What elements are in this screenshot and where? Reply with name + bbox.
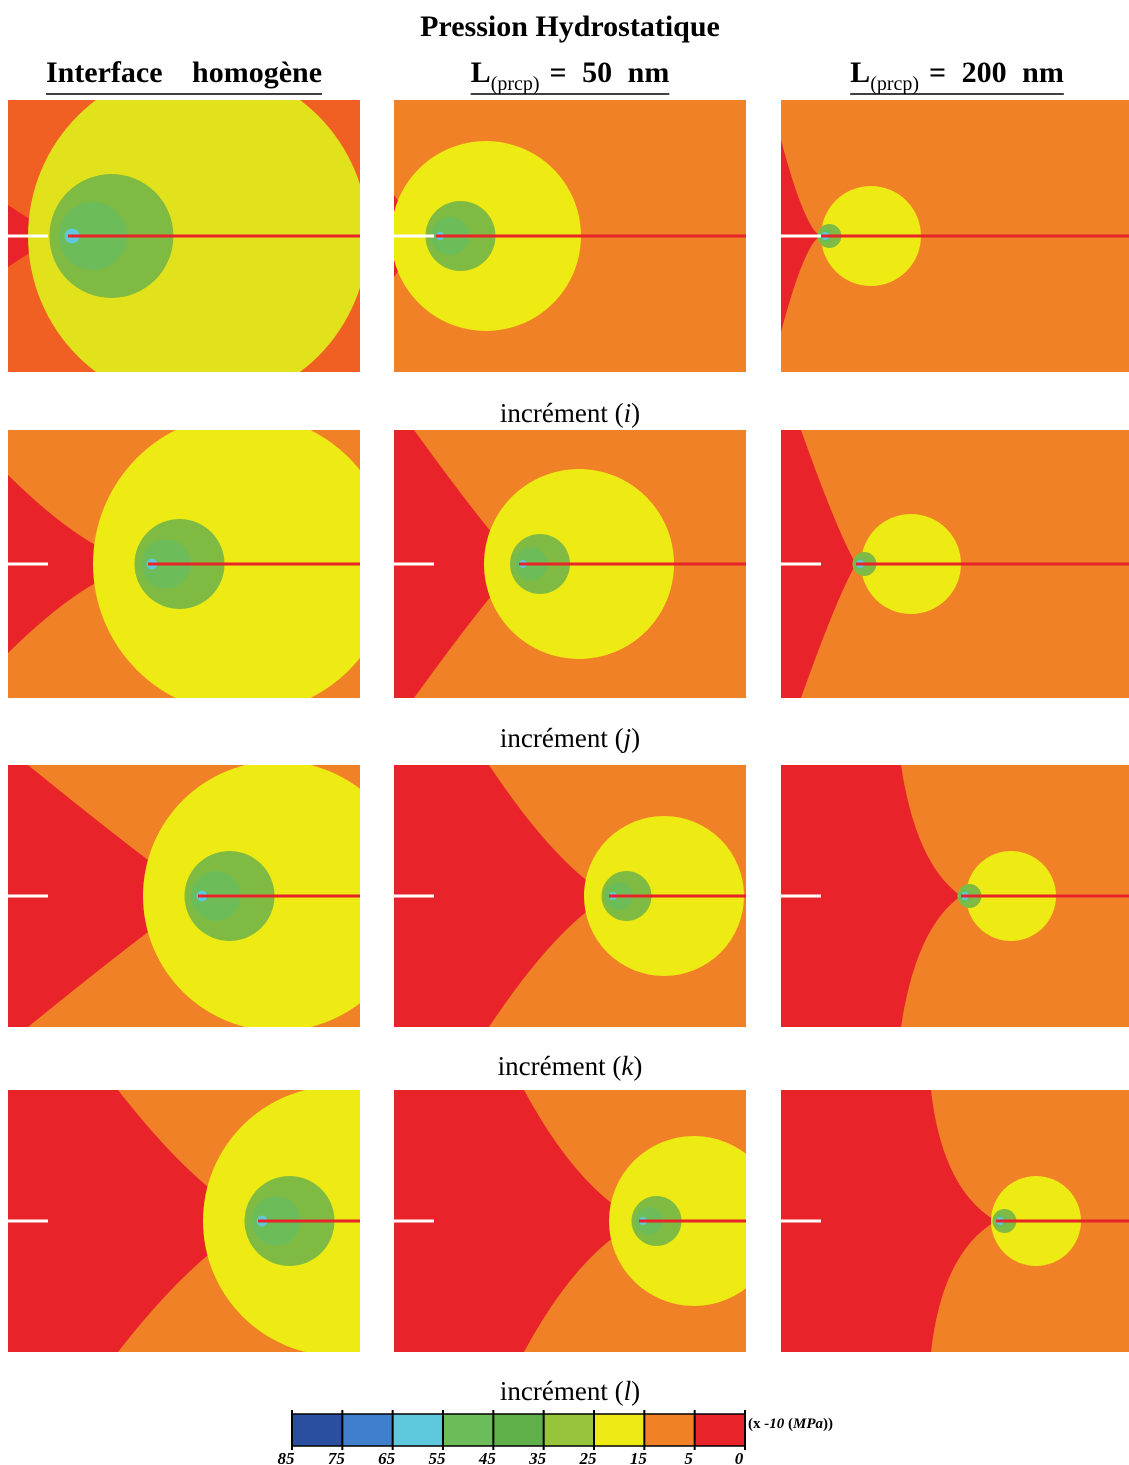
colorbar-cell [644, 1414, 695, 1446]
header-main: L [850, 56, 870, 89]
colorbar-tick-label: 35 [528, 1449, 547, 1465]
contour-panel [394, 100, 746, 372]
label-part: incrément ( [498, 1051, 622, 1081]
unit-part: (x [748, 1416, 764, 1432]
label-part: i [624, 398, 632, 428]
colorbar-tick-label: 0 [735, 1449, 744, 1465]
column-header: L(prcp) = 200 nm [850, 56, 1064, 95]
colorbar-cell [292, 1414, 343, 1446]
unit-part: )) [823, 1416, 833, 1432]
label-part: l [624, 1376, 632, 1406]
label-part: incrément ( [500, 1376, 624, 1406]
increment-label: incrément (i) [500, 398, 640, 428]
header-rest: = 50 nm [550, 56, 670, 89]
contour-panel [394, 1090, 746, 1352]
red-zone [781, 1090, 996, 1352]
colorbar-unit: (x -10 (MPa)) [748, 1416, 833, 1432]
contour-panel [394, 430, 746, 698]
red-zone [394, 765, 609, 1027]
unit-part: -10 [764, 1416, 784, 1432]
label-part: ) [631, 723, 640, 753]
colorbar-tick-label: 65 [378, 1449, 396, 1465]
increment-label: incrément (l) [500, 1376, 640, 1406]
colorbar-cell [694, 1414, 745, 1446]
header-rest: = 200 nm [929, 56, 1064, 89]
colorbar-tick-label: 55 [429, 1449, 447, 1465]
colorbar-tick-label: 15 [630, 1449, 648, 1465]
colorbar-tick-label: 5 [684, 1449, 693, 1465]
colorbar-cell [594, 1414, 645, 1446]
red-zone [394, 430, 519, 698]
contour-panel [8, 765, 360, 1027]
label-part: k [621, 1051, 634, 1081]
colorbar-cell [443, 1414, 494, 1446]
label-part: incrément ( [500, 398, 624, 428]
column-header: L(prcp) = 50 nm [471, 56, 670, 95]
colorbar-tick-label: 45 [478, 1449, 497, 1465]
colorbar-cell [543, 1414, 594, 1446]
contour-panel [781, 1090, 1129, 1352]
label-part: incrément ( [500, 723, 624, 753]
red-zone [8, 475, 148, 653]
colorbar-tick-label: 75 [328, 1449, 346, 1465]
label-part: ) [631, 398, 640, 428]
label-part: j [621, 723, 632, 753]
contour-panel [781, 430, 1129, 698]
colorbar-tick-label: 25 [579, 1449, 598, 1465]
contour-panel [8, 100, 360, 372]
contour-panel [8, 1090, 360, 1352]
red-zone [394, 1090, 639, 1352]
contour-panel [394, 765, 746, 1027]
header-main: L [471, 56, 491, 89]
label-part: ) [631, 1376, 640, 1406]
contour-panel [781, 100, 1129, 372]
red-zone [781, 765, 961, 1027]
label-part: ) [633, 1051, 642, 1081]
header-sub: (prcp) [491, 73, 540, 95]
colorbar-cell [342, 1414, 393, 1446]
increment-label: incrément (k) [498, 1051, 643, 1081]
figure-title: Pression Hydrostatique [420, 10, 720, 43]
contour-panel [781, 765, 1129, 1027]
red-zone [8, 1090, 258, 1352]
colorbar-tick-label: 85 [278, 1449, 296, 1465]
contour-panel [8, 430, 360, 698]
header-sub: (prcp) [870, 73, 919, 95]
unit-part: MPa [792, 1416, 824, 1432]
colorbar-cell [493, 1414, 544, 1446]
red-zone [8, 765, 198, 1027]
increment-label: incrément (j) [500, 723, 640, 753]
column-header: Interface homogène [46, 56, 322, 89]
colorbar-cell [392, 1414, 443, 1446]
unit-part: ( [784, 1416, 793, 1432]
